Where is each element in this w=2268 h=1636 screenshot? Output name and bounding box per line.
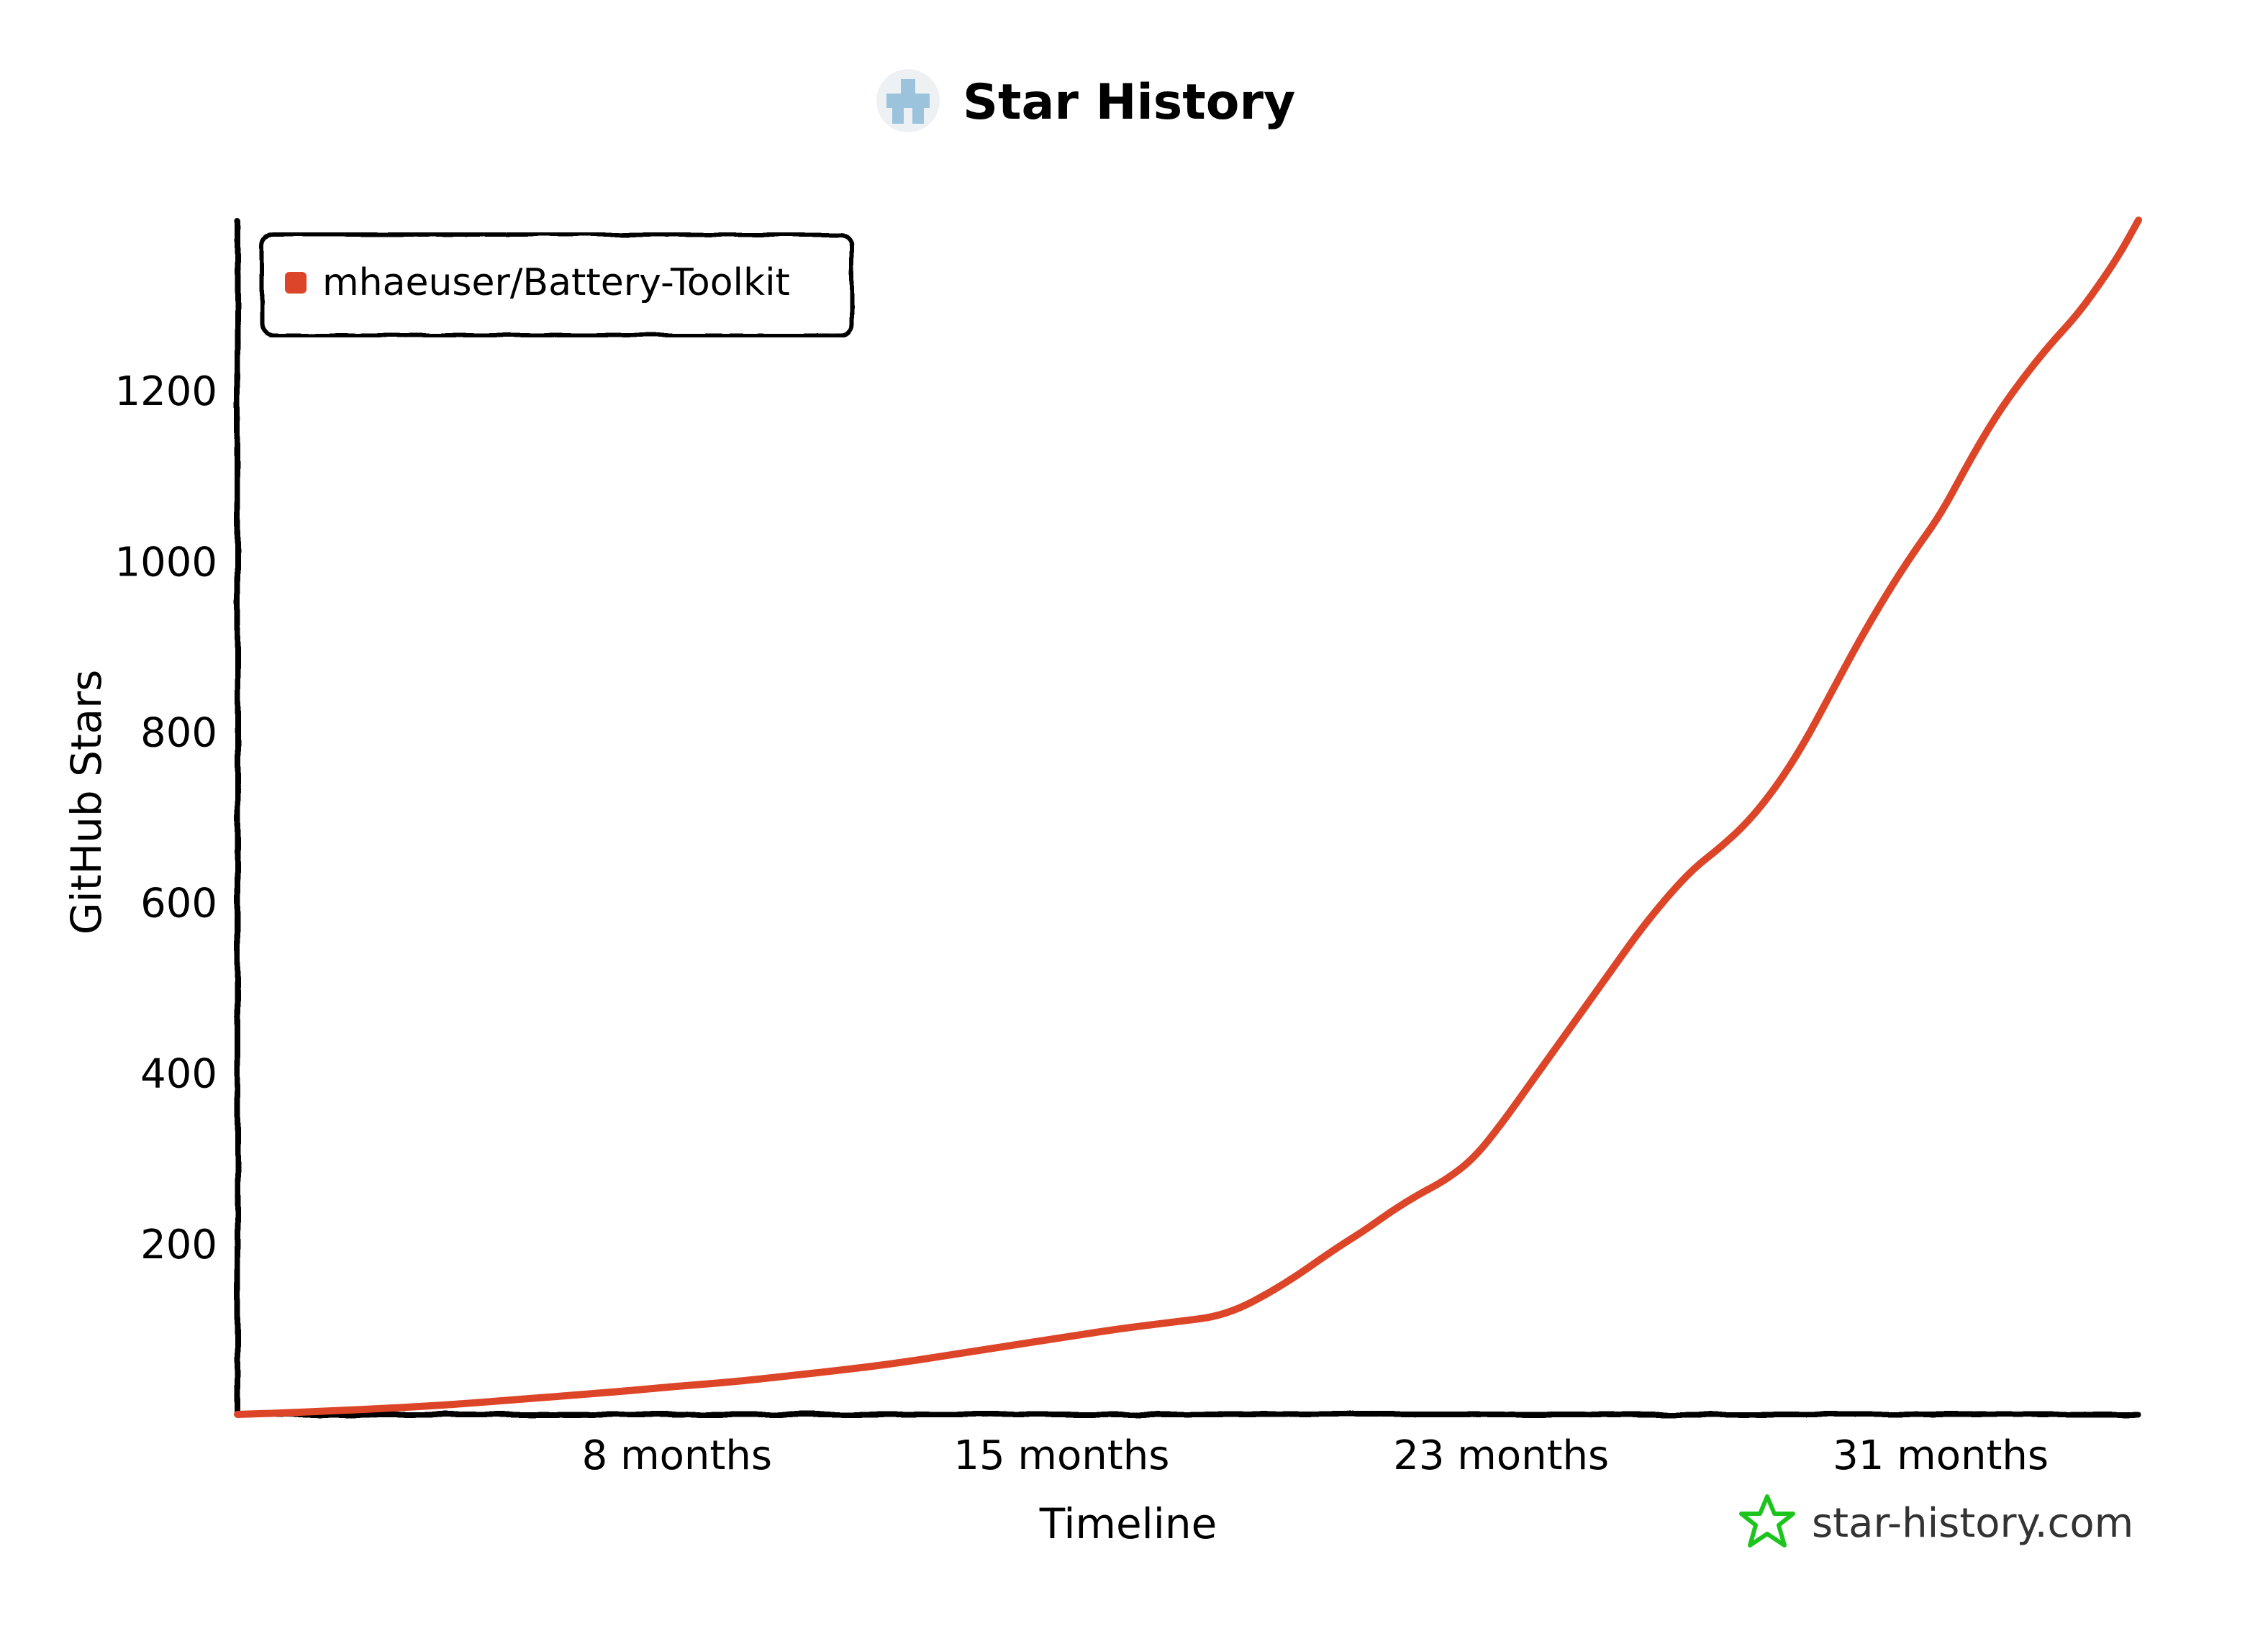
y-tick-label: 800 [140, 709, 217, 756]
y-axis-ticks: 200 400 600 800 1000 1200 [114, 368, 217, 1268]
series-layer [234, 217, 2142, 1418]
x-axis-ticks: 8 months 15 months 23 months 31 months [582, 1432, 2049, 1479]
chart-title: Star History [963, 74, 1295, 131]
star-outline-icon [1739, 1494, 1795, 1548]
watermark-text: star-history.com [1812, 1500, 2133, 1547]
y-tick-label: 1200 [114, 368, 217, 415]
y-tick-label: 1000 [114, 539, 217, 586]
x-tick-label: 23 months [1393, 1432, 1609, 1479]
y-tick-label: 200 [140, 1222, 217, 1268]
watermark: star-history.com [1739, 1494, 2133, 1548]
y-axis-label: GitHub Stars [62, 670, 111, 935]
legend-entries: mhaeuser/Battery-Toolkit [285, 261, 790, 304]
star-history-logo-icon [876, 69, 940, 132]
legend-label: mhaeuser/Battery-Toolkit [322, 261, 790, 304]
x-tick-label: 15 months [953, 1432, 1169, 1479]
chart-header: Star History [876, 69, 1295, 132]
y-tick-label: 600 [140, 881, 217, 927]
x-tick-label: 31 months [1833, 1432, 2049, 1479]
legend-box [260, 232, 854, 337]
legend-swatch [285, 272, 307, 294]
legend [260, 232, 854, 337]
axes [235, 217, 2141, 1417]
y-tick-label: 400 [140, 1051, 217, 1098]
x-axis-label: Timeline [1039, 1499, 1217, 1548]
series-line-0 [234, 217, 2142, 1418]
x-tick-label: 8 months [582, 1432, 772, 1479]
